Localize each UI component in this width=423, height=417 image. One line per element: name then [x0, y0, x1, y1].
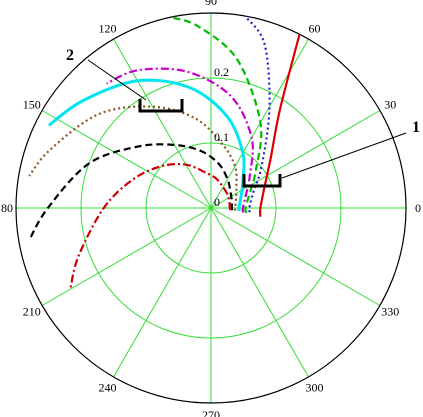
angle-tick-label: 240	[99, 380, 117, 394]
angle-tick-label: 90	[205, 0, 217, 8]
series-line-4	[106, 67, 254, 213]
grid-spoke	[210, 110, 381, 209]
series-line-3	[170, 16, 263, 214]
angle-tick-label: 330	[381, 305, 399, 319]
callout-bracket-1	[242, 174, 282, 188]
callout-leader-2	[87, 59, 147, 101]
series-line-7	[28, 143, 234, 241]
angle-tick-label: 150	[23, 98, 41, 112]
radial-labels: 0 0.1 0.2	[214, 65, 229, 209]
callout-label-1: 1	[412, 119, 420, 136]
angle-tick-label: 60	[309, 22, 321, 36]
angle-tick-label: 180	[0, 201, 13, 215]
callout-leader-1	[281, 132, 407, 179]
angle-tick-label: 30	[384, 98, 396, 112]
angle-tick-label: 270	[202, 408, 220, 417]
grid-spoke	[113, 38, 212, 209]
angle-tick-label: 0	[415, 201, 421, 215]
angle-tick-label: 300	[306, 380, 324, 394]
grid-spoke	[210, 207, 309, 378]
callouts: 12	[66, 47, 420, 188]
callout-bracket-2	[138, 99, 184, 113]
radial-tick-label: 0.1	[214, 130, 229, 144]
grid-spoke	[113, 207, 212, 378]
angle-tick-label: 210	[23, 305, 41, 319]
radial-tick-label: 0	[214, 195, 220, 209]
polar-boundary	[15, 12, 407, 404]
grid-spoke	[41, 110, 212, 209]
series-line-5	[47, 78, 246, 212]
callout-label-2: 2	[66, 47, 74, 64]
series-layer	[28, 15, 301, 290]
radial-tick-label: 0.2	[214, 65, 229, 79]
grid-spoke	[210, 207, 381, 306]
series-line-2	[243, 15, 271, 213]
grid-circle	[145, 142, 277, 274]
polar-grid	[15, 12, 407, 404]
series-line-1	[258, 33, 301, 217]
series-line-6	[28, 105, 238, 211]
grid-spoke	[41, 207, 212, 306]
grid-circle	[80, 77, 342, 339]
angle-tick-label: 120	[99, 22, 117, 36]
series-line-8	[69, 162, 232, 290]
